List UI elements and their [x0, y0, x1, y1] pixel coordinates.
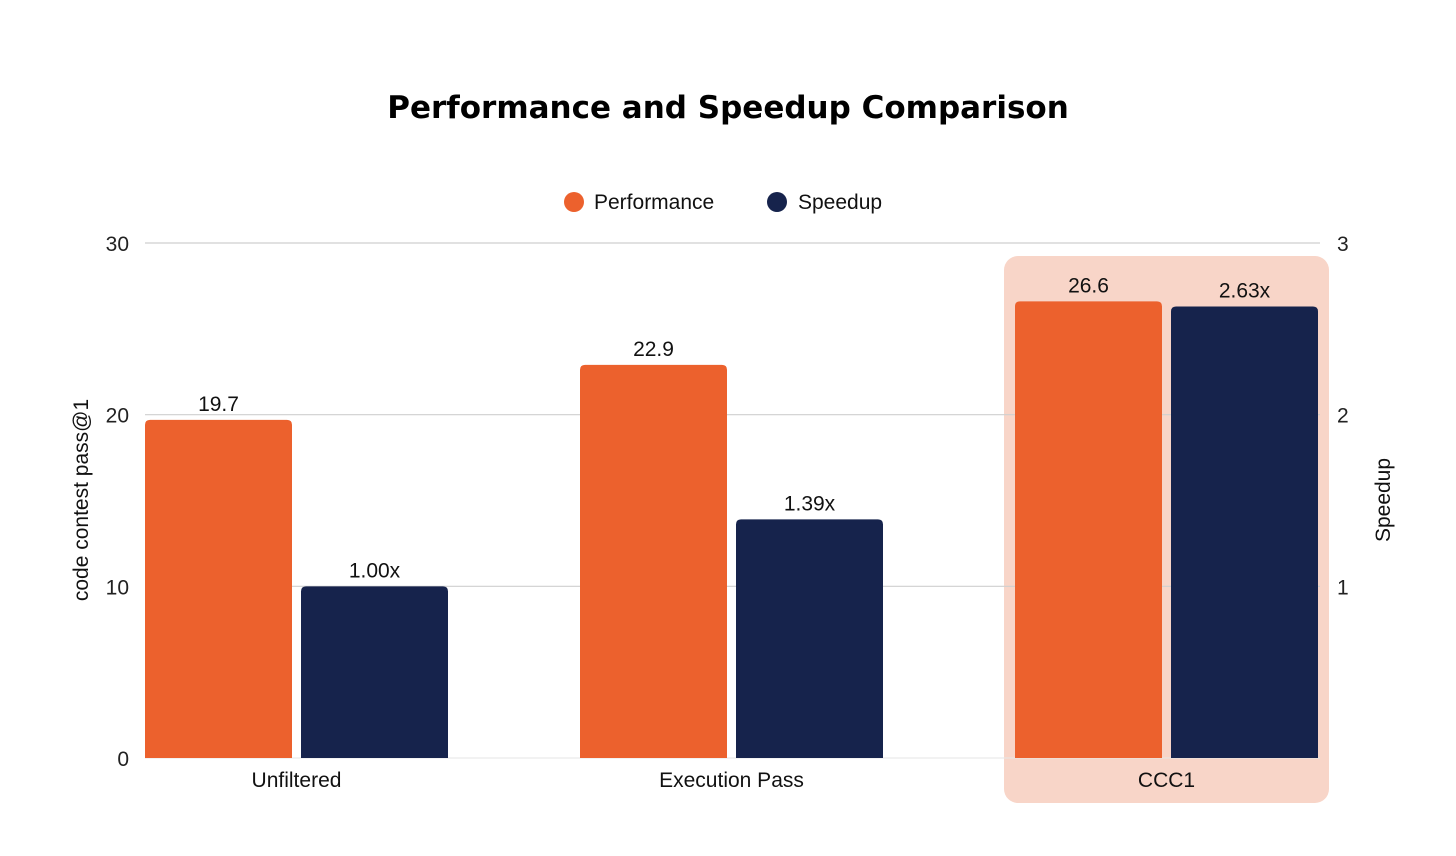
legend-swatch-speedup: [767, 192, 787, 212]
bar-speedup-ccc1: [1171, 306, 1318, 758]
data-label-performance: 26.6: [1068, 274, 1109, 297]
bar-speedup-execution-pass: [736, 519, 883, 758]
legend-label-performance: Performance: [594, 191, 714, 214]
y-tick-label: 30: [106, 233, 129, 256]
bar-performance-unfiltered: [145, 419, 292, 758]
data-label-speedup: 1.00x: [349, 559, 401, 582]
y2-axis-title: Speedup: [1372, 458, 1395, 542]
bar-performance-execution-pass: [580, 364, 727, 758]
chart-title: Performance and Speedup Comparison: [387, 90, 1069, 126]
data-label-performance: 22.9: [633, 338, 674, 361]
y-tick-label: 10: [106, 576, 129, 599]
y-tick-label: 0: [117, 748, 129, 771]
y2-tick-label: 2: [1337, 405, 1349, 428]
data-label-speedup: 2.63x: [1219, 280, 1271, 303]
legend: Performance Speedup: [564, 191, 882, 214]
x-category-label: Execution Pass: [659, 769, 804, 792]
y-axis-title: code contest pass@1: [70, 399, 93, 601]
data-label-speedup: 1.39x: [784, 492, 836, 515]
y-tick-label: 20: [106, 405, 129, 428]
y2-tick-label: 3: [1337, 233, 1349, 256]
legend-label-speedup: Speedup: [798, 191, 882, 214]
x-category-label: Unfiltered: [252, 769, 342, 792]
x-category-label: CCC1: [1138, 769, 1195, 792]
legend-swatch-performance: [564, 192, 584, 212]
bar-speedup-unfiltered: [301, 586, 448, 758]
data-label-performance: 19.7: [198, 393, 239, 416]
y2-tick-label: 1: [1337, 576, 1349, 599]
bar-performance-ccc1: [1015, 301, 1162, 758]
